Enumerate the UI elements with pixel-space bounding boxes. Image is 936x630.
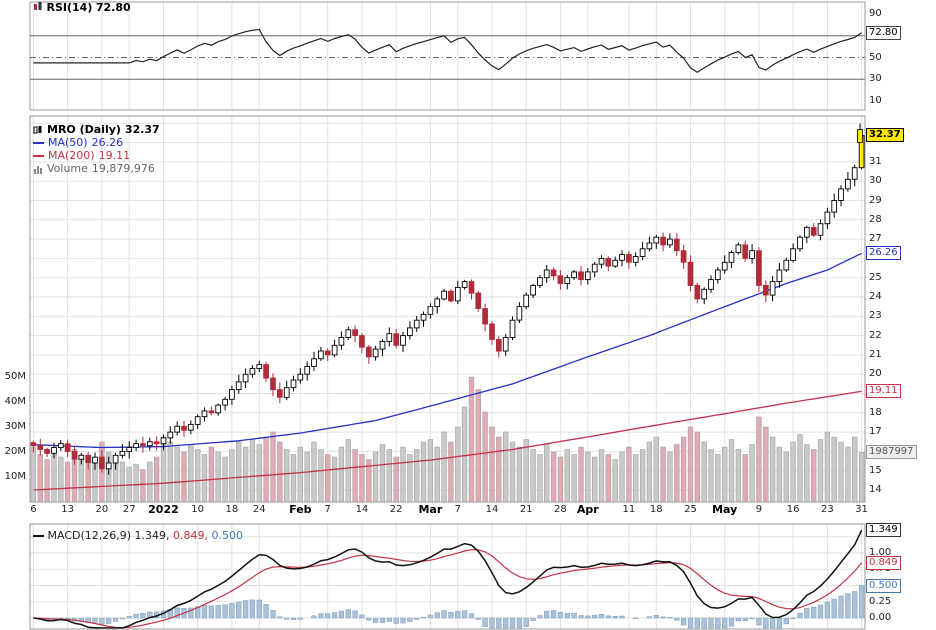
volume-label: Volume bbox=[47, 162, 88, 175]
symbol-title: MRO (Daily) bbox=[47, 123, 121, 136]
ma200-legend-row: MA(200) 19.11 bbox=[33, 149, 160, 162]
ma200-value: 19.11 bbox=[98, 149, 131, 162]
volume-legend-row: Volume 19,879,976 bbox=[33, 162, 160, 175]
ma50-legend-row: MA(50) 26.26 bbox=[33, 136, 160, 149]
rsi-icon bbox=[33, 1, 43, 11]
macd-label: MACD(12,26,9) bbox=[47, 529, 132, 542]
rsi-legend: RSI(14) 72.80 bbox=[33, 1, 131, 14]
volume-value: 19,879,976 bbox=[91, 162, 155, 175]
candlestick-icon bbox=[33, 125, 43, 135]
macd-line-icon bbox=[33, 535, 44, 537]
ma200-line-icon bbox=[33, 154, 44, 157]
ma50-value: 26.26 bbox=[91, 136, 124, 149]
rsi-value: 72.80 bbox=[95, 1, 131, 14]
macd-value: 1.349, bbox=[134, 529, 170, 542]
rsi-label: RSI(14) bbox=[46, 1, 93, 14]
macd-signal-value: 0.849, bbox=[173, 529, 209, 542]
main-legend: MRO (Daily) 32.37 MA(50) 26.26 MA(200) 1… bbox=[33, 123, 160, 175]
macd-hist-value: 0.500 bbox=[211, 529, 244, 542]
symbol-legend-row: MRO (Daily) 32.37 bbox=[33, 123, 160, 136]
ma200-label: MA(200) bbox=[48, 149, 95, 162]
volume-bars-icon bbox=[33, 164, 43, 174]
macd-legend: MACD(12,26,9) 1.349, 0.849, 0.500 bbox=[33, 529, 243, 542]
symbol-last-price: 32.37 bbox=[124, 123, 160, 136]
ma50-line-icon bbox=[33, 141, 44, 144]
ma50-label: MA(50) bbox=[48, 136, 88, 149]
